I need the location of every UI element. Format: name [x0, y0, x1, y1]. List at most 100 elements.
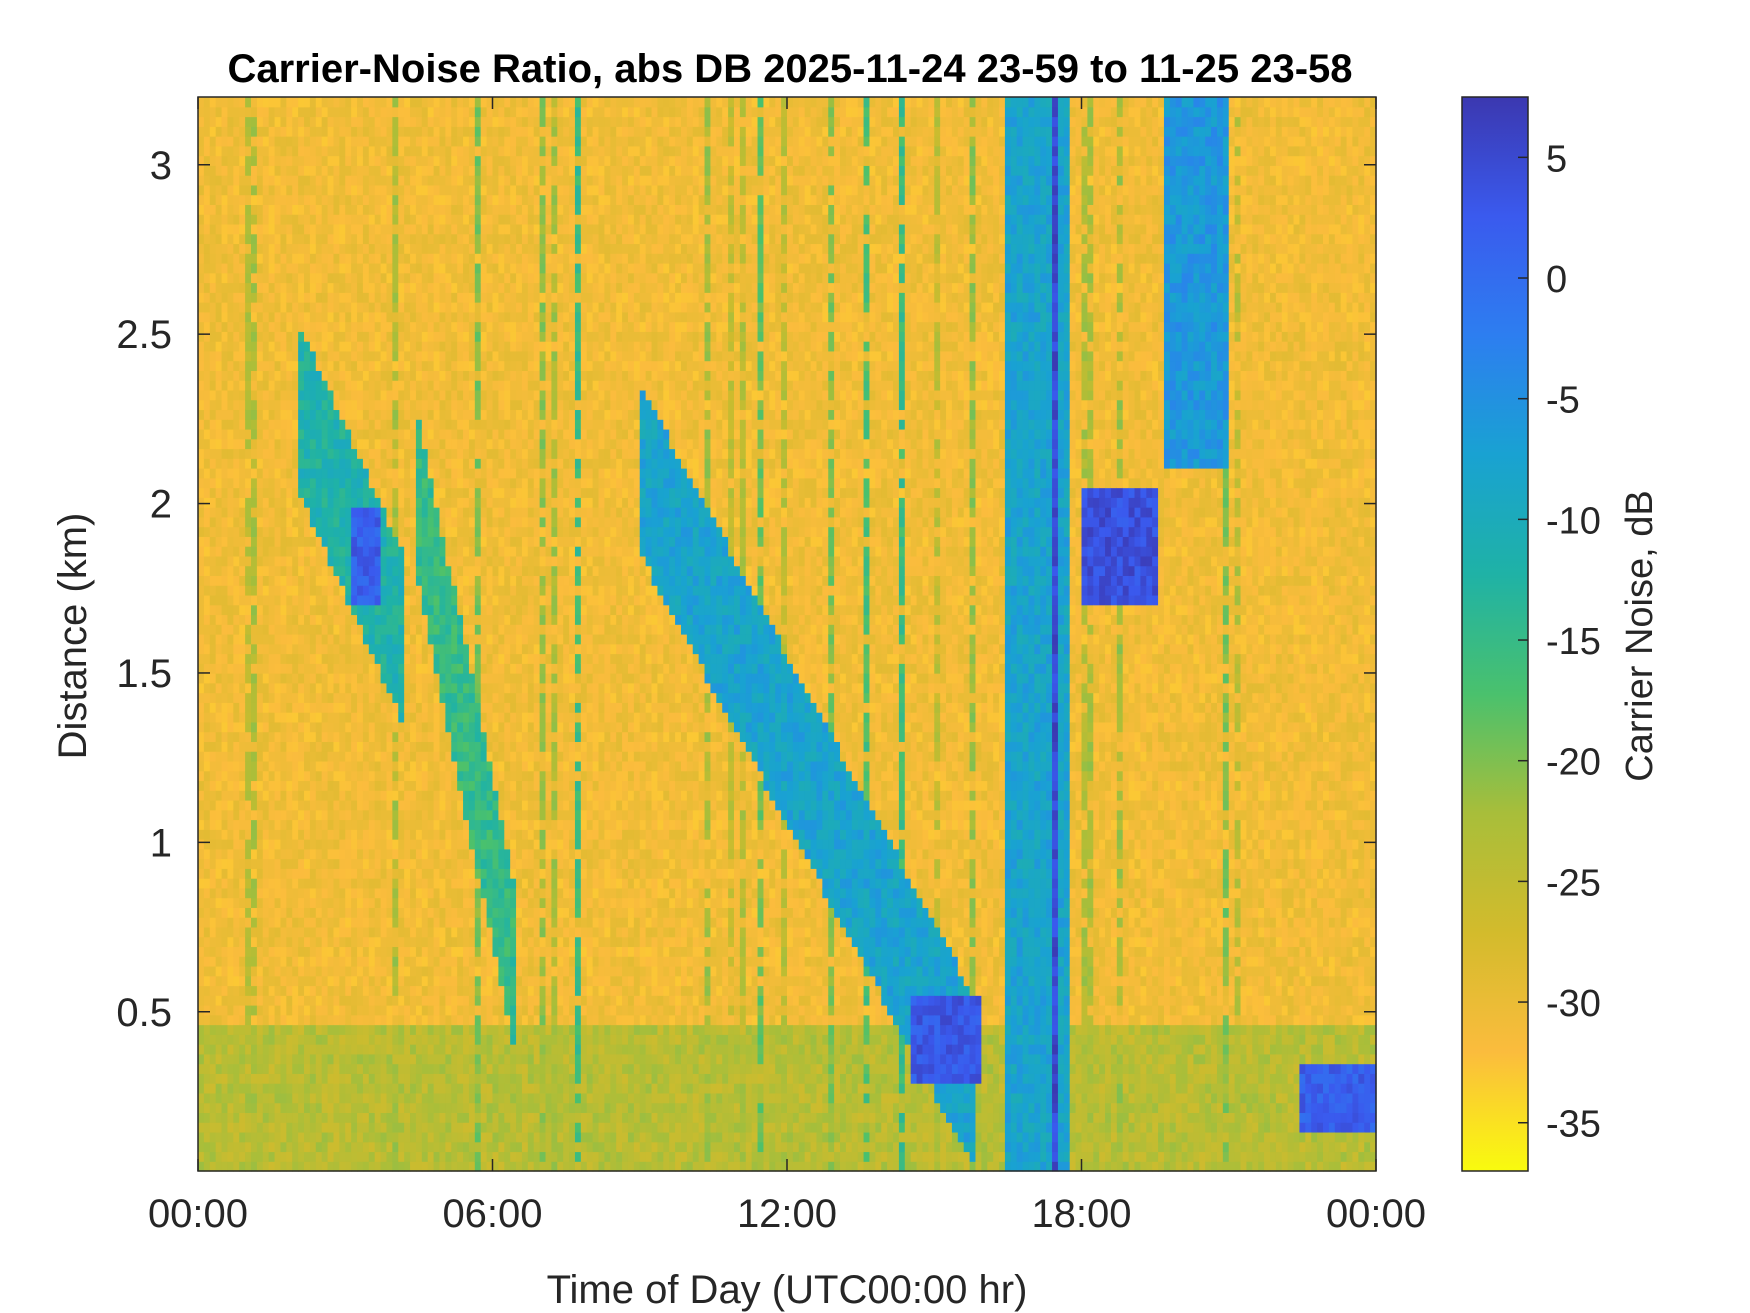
heatmap-cell: [292, 117, 298, 127]
heatmap-cell: [204, 732, 210, 742]
heatmap-cell: [304, 204, 310, 214]
heatmap-cell: [363, 566, 369, 576]
heatmap-cell: [286, 536, 292, 546]
heatmap-cell: [204, 1044, 210, 1054]
heatmap-cell: [422, 907, 428, 917]
heatmap-cell: [263, 624, 269, 634]
heatmap-cell: [251, 165, 257, 175]
heatmap-cell: [216, 204, 222, 214]
heatmap-cell: [251, 107, 257, 117]
heatmap-cell: [428, 634, 434, 644]
heatmap-cell: [363, 429, 369, 439]
heatmap-cell: [275, 1093, 281, 1103]
heatmap-cell: [451, 556, 457, 566]
heatmap-cell: [292, 654, 298, 664]
heatmap-cell: [434, 712, 440, 722]
heatmap-cell: [457, 780, 463, 790]
heatmap-cell: [333, 1054, 339, 1064]
heatmap-cell: [204, 595, 210, 605]
heatmap-cell: [328, 995, 334, 1005]
heatmap-cell: [251, 351, 257, 361]
heatmap-cell: [345, 312, 351, 322]
heatmap-cell: [280, 263, 286, 273]
heatmap-cell: [292, 995, 298, 1005]
heatmap-cell: [275, 1073, 281, 1083]
heatmap-cell: [233, 761, 239, 771]
heatmap-cell: [286, 351, 292, 361]
heatmap-cell: [275, 322, 281, 332]
heatmap-cell: [345, 927, 351, 937]
heatmap-cell: [445, 663, 451, 673]
heatmap-cell: [216, 751, 222, 761]
heatmap-cell: [310, 312, 316, 322]
heatmap-cell: [286, 273, 292, 283]
heatmap-cell: [375, 820, 381, 830]
heatmap-cell: [280, 400, 286, 410]
heatmap-cell: [198, 741, 204, 751]
heatmap-cell: [345, 185, 351, 195]
heatmap-cell: [204, 654, 210, 664]
heatmap-cell: [381, 204, 387, 214]
heatmap-cell: [280, 634, 286, 644]
heatmap-cell: [198, 732, 204, 742]
heatmap-cell: [210, 253, 216, 263]
heatmap-cell: [304, 683, 310, 693]
heatmap-cell: [275, 800, 281, 810]
heatmap-cell: [333, 1025, 339, 1035]
heatmap-cell: [328, 605, 334, 615]
heatmap-cell: [257, 1015, 263, 1025]
heatmap-cell: [233, 117, 239, 127]
heatmap-cell: [434, 117, 440, 127]
heatmap-cell: [392, 302, 398, 312]
heatmap-cell: [292, 1025, 298, 1035]
heatmap-cell: [304, 292, 310, 302]
heatmap-cell: [439, 419, 445, 429]
heatmap-cell: [222, 517, 228, 527]
heatmap-cell: [381, 448, 387, 458]
heatmap-cell: [233, 478, 239, 488]
heatmap-cell: [445, 468, 451, 478]
heatmap-cell: [404, 839, 410, 849]
heatmap-cell: [404, 1044, 410, 1054]
heatmap-cell: [239, 341, 245, 351]
heatmap-cell: [345, 829, 351, 839]
heatmap-cell: [410, 253, 416, 263]
heatmap-cell: [439, 224, 445, 234]
heatmap-cell: [263, 507, 269, 517]
heatmap-cell: [416, 195, 422, 205]
heatmap-cell: [269, 790, 275, 800]
heatmap-cell: [328, 751, 334, 761]
heatmap-cell: [398, 800, 404, 810]
heatmap-cell: [263, 1142, 269, 1152]
heatmap-cell: [298, 146, 304, 156]
heatmap-cell: [233, 1034, 239, 1044]
heatmap-cell: [257, 400, 263, 410]
heatmap-cell: [239, 439, 245, 449]
heatmap-cell: [416, 859, 422, 869]
heatmap-cell: [339, 849, 345, 859]
heatmap-cell: [322, 156, 328, 166]
heatmap-cell: [451, 536, 457, 546]
heatmap-cell: [422, 898, 428, 908]
heatmap-cell: [351, 195, 357, 205]
heatmap-cell: [304, 966, 310, 976]
heatmap-cell: [198, 1034, 204, 1044]
heatmap-cell: [280, 107, 286, 117]
heatmap-cell: [386, 224, 392, 234]
heatmap-cell: [398, 722, 404, 732]
heatmap-cell: [204, 859, 210, 869]
heatmap-cell: [227, 790, 233, 800]
heatmap-cell: [251, 1151, 257, 1161]
heatmap-cell: [404, 126, 410, 136]
heatmap-cell: [328, 780, 334, 790]
heatmap-cell: [251, 156, 257, 166]
heatmap-cell: [227, 331, 233, 341]
heatmap-cell: [386, 263, 392, 273]
heatmap-cell: [369, 966, 375, 976]
heatmap-cell: [257, 507, 263, 517]
heatmap-cell: [392, 566, 398, 576]
heatmap-cell: [339, 1112, 345, 1122]
heatmap-cell: [392, 107, 398, 117]
heatmap-cell: [316, 1161, 322, 1171]
heatmap-cell: [263, 1073, 269, 1083]
